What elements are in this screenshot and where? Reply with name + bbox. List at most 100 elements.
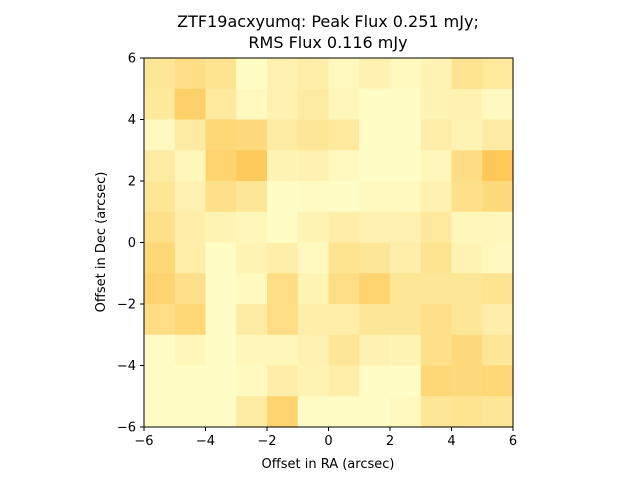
heatmap-cell — [144, 365, 176, 397]
heatmap-cell — [144, 273, 176, 305]
heatmap-cell — [174, 365, 207, 397]
heatmap-cell — [359, 150, 391, 182]
heatmap-cell — [205, 273, 237, 305]
heatmap-cell — [390, 242, 422, 274]
heatmap-cell — [267, 150, 299, 182]
heatmap-cell — [144, 181, 176, 213]
y-axis-label: Offset in Dec (arcsec) — [94, 172, 109, 313]
heatmap-cell — [267, 273, 299, 305]
heatmap-cell — [328, 119, 360, 151]
heatmap-cell — [236, 396, 268, 428]
x-tick-label: −2 — [257, 434, 276, 449]
heatmap-cell — [482, 396, 514, 428]
y-tick-label: 4 — [128, 113, 136, 128]
heatmap-cell — [236, 242, 268, 274]
heatmap-cell — [420, 365, 453, 397]
heatmap-cell — [174, 304, 207, 336]
heatmap-cell — [359, 242, 391, 274]
heatmap-cell — [420, 119, 453, 151]
heatmap-cell — [174, 181, 207, 213]
x-tick-label: 0 — [324, 434, 332, 449]
heatmap-cell — [144, 334, 176, 367]
heatmap-cell — [174, 396, 207, 428]
heatmap-cell — [359, 365, 391, 397]
heatmap-cell — [236, 365, 268, 397]
heatmap-cell — [267, 334, 299, 367]
heatmap-cell — [267, 88, 299, 121]
y-tick-label: 0 — [128, 236, 136, 251]
heatmap-cell — [359, 181, 391, 213]
heatmap-cell — [482, 58, 514, 90]
heatmap-cell — [236, 88, 268, 121]
heatmap-cell — [174, 273, 207, 305]
y-tick-label: −4 — [117, 359, 136, 374]
heatmap-cell — [297, 88, 330, 121]
heatmap-cell — [451, 334, 483, 367]
heatmap-cell — [482, 119, 514, 151]
heatmap-cell — [359, 88, 391, 121]
heatmap-cell — [236, 304, 268, 336]
heatmap-cell — [205, 211, 237, 244]
heatmap-cell — [451, 88, 483, 121]
y-tick-label: −2 — [117, 298, 136, 313]
heatmap-cell — [267, 242, 299, 274]
heatmap-cell — [328, 396, 360, 428]
heatmap-cell — [297, 181, 330, 213]
heatmap-cell — [390, 58, 422, 90]
heatmap-cell — [144, 119, 176, 151]
heatmap-cell — [236, 181, 268, 213]
heatmap-cell — [482, 88, 514, 121]
heatmap-cell — [420, 88, 453, 121]
heatmap-cell — [267, 211, 299, 244]
heatmap-cell — [236, 211, 268, 244]
heatmap-cell — [482, 211, 514, 244]
heatmap-cell — [267, 396, 299, 428]
heatmap-cell — [144, 88, 176, 121]
heatmap-cell — [482, 181, 514, 213]
y-axis-ticks: −6 −4 −2 0 2 4 6 — [117, 52, 144, 436]
heatmap-cell — [359, 58, 391, 90]
heatmap-cell — [205, 150, 237, 182]
heatmap-cell — [205, 58, 237, 90]
y-tick-label: −6 — [117, 421, 136, 436]
heatmap-cell — [359, 211, 391, 244]
heatmap-cell — [359, 119, 391, 151]
heatmap-cell — [390, 119, 422, 151]
heatmap-cell — [420, 304, 453, 336]
heatmap-cell — [451, 58, 483, 90]
heatmap-cell — [236, 119, 268, 151]
heatmap-cell — [390, 334, 422, 367]
heatmap-cell — [451, 119, 483, 151]
heatmap-cells — [144, 58, 514, 428]
heatmap-cell — [451, 365, 483, 397]
heatmap-cell — [144, 396, 176, 428]
heatmap-cell — [390, 273, 422, 305]
heatmap-cell — [297, 365, 330, 397]
heatmap-cell — [174, 58, 207, 90]
heatmap-cell — [297, 211, 330, 244]
heatmap-cell — [144, 242, 176, 274]
heatmap-cell — [390, 304, 422, 336]
heatmap-cell — [174, 88, 207, 121]
heatmap-cell — [205, 88, 237, 121]
heatmap-cell — [420, 211, 453, 244]
heatmap-cell — [420, 181, 453, 213]
heatmap-cell — [451, 273, 483, 305]
x-tick-label: 2 — [386, 434, 394, 449]
heatmap-cell — [328, 365, 360, 397]
heatmap-cell — [297, 58, 330, 90]
heatmap-cell — [359, 273, 391, 305]
heatmap-cell — [482, 304, 514, 336]
heatmap-cell — [205, 181, 237, 213]
heatmap-cell — [205, 396, 237, 428]
heatmap-cell — [174, 211, 207, 244]
heatmap-cell — [174, 119, 207, 151]
heatmap-cell — [328, 273, 360, 305]
heatmap-cell — [359, 304, 391, 336]
heatmap-cell — [174, 242, 207, 274]
heatmap-cell — [451, 242, 483, 274]
heatmap-cell — [236, 150, 268, 182]
heatmap-cell — [144, 304, 176, 336]
heatmap-cell — [267, 181, 299, 213]
heatmap-cell — [420, 273, 453, 305]
